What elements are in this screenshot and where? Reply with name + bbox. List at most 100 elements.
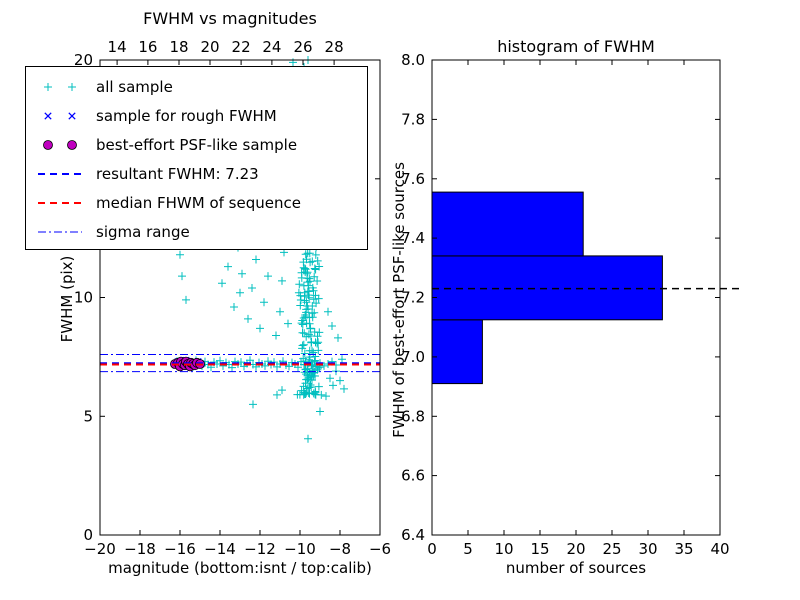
left-top-xtick-label: 26 xyxy=(293,38,312,56)
all-sample-point xyxy=(300,292,309,301)
all-sample-point xyxy=(320,361,328,370)
all-sample-point xyxy=(304,330,313,339)
all-sample-point xyxy=(295,280,304,289)
all-sample-point xyxy=(314,382,323,391)
all-sample-point xyxy=(322,392,330,401)
all-sample-point xyxy=(311,388,320,397)
all-sample-point xyxy=(316,407,324,416)
left-plot-xlabel: magnitude (bottom:isnt / top:calib) xyxy=(108,559,372,577)
all-sample-point xyxy=(230,303,238,311)
all-sample-point xyxy=(310,308,319,317)
all-sample-point xyxy=(303,375,312,384)
all-sample-point xyxy=(300,349,309,358)
left-plot: −20 −18 −16 −14 −12 −10 −8 −6 14 16 18 20 22 24 26 28 0 5… xyxy=(74,38,391,558)
all-sample-point xyxy=(299,340,308,349)
all-sample-point xyxy=(311,338,320,347)
right-ytick-label: 7.2 xyxy=(401,289,425,307)
legend-entry: all sample xyxy=(26,72,367,101)
all-sample-point xyxy=(260,298,268,307)
all-sample-point xyxy=(308,283,317,292)
all-sample-point xyxy=(256,324,264,333)
right-xtick-label: 40 xyxy=(710,540,729,558)
right-ytick-label: 6.4 xyxy=(401,526,425,544)
all-sample-point xyxy=(252,255,260,264)
all-sample-point xyxy=(300,368,309,377)
all-sample-point xyxy=(296,301,305,310)
left-top-xtick-label: 22 xyxy=(232,38,251,56)
all-sample-point xyxy=(304,281,313,290)
right-xtick-label: 10 xyxy=(494,540,513,558)
left-xtick-label: −16 xyxy=(164,540,196,558)
all-sample-point xyxy=(310,272,319,281)
left-xtick-label: −20 xyxy=(84,540,116,558)
right-ytick-label: 7.6 xyxy=(401,170,425,188)
all-sample-point xyxy=(311,372,319,380)
all-sample-point xyxy=(178,272,186,281)
all-sample-point xyxy=(303,278,312,287)
all-sample-point xyxy=(301,311,310,319)
right-ytick-label: 7.8 xyxy=(401,110,425,128)
right-ytick-label: 8.0 xyxy=(401,51,425,69)
right-ytick-label: 6.6 xyxy=(401,467,425,485)
all-sample-point xyxy=(296,296,305,304)
all-sample-point xyxy=(328,322,336,330)
legend-dashed-icon xyxy=(38,172,82,175)
left-ytick-label: 5 xyxy=(83,407,93,425)
all-sample-point xyxy=(311,250,320,259)
left-top-xtick-label: 20 xyxy=(200,38,219,56)
left-xtick-label: −14 xyxy=(204,540,236,558)
all-sample-point xyxy=(261,361,269,370)
left-top-xtick-label: 24 xyxy=(262,38,281,56)
all-sample-point xyxy=(315,262,324,271)
right-plot: 0 5 10 15 20 25 30 35 40 6.4 6.6 6.8 7.0 7.2 7.4 7.6 7.8… xyxy=(401,51,740,558)
all-sample-point xyxy=(338,355,346,364)
legend-entry: median FHWM of sequence xyxy=(26,188,367,217)
all-sample-point xyxy=(310,264,319,273)
all-sample-point xyxy=(302,298,311,307)
all-sample-point xyxy=(304,305,313,313)
left-xtick-label: −8 xyxy=(329,540,351,558)
legend-x-icon xyxy=(44,111,76,120)
legend-entry-label: resultant FWHM: 7.23 xyxy=(96,164,259,183)
all-sample-point xyxy=(313,339,322,348)
all-sample-point xyxy=(329,381,337,390)
left-ytick-label: 20 xyxy=(74,51,93,69)
legend-entry-label: median FHWM of sequence xyxy=(96,193,301,212)
all-sample-point xyxy=(301,268,310,277)
legend-circle-icon xyxy=(43,139,77,150)
all-sample-point xyxy=(273,390,281,399)
all-sample-point xyxy=(305,319,314,328)
right-xtick-label: 30 xyxy=(638,540,657,558)
right-xtick-label: 35 xyxy=(674,540,693,558)
all-sample-point xyxy=(249,400,257,409)
legend: all sample sample for rough FWHM best-effo… xyxy=(25,66,368,250)
legend-entry-label: all sample xyxy=(96,77,173,96)
legend-dashdot-icon xyxy=(38,231,82,232)
right-ytick-label: 6.8 xyxy=(401,407,425,425)
right-ytick-label: 7.0 xyxy=(401,348,425,366)
all-sample-point xyxy=(238,269,246,278)
legend-plus-icon xyxy=(44,82,76,91)
all-sample-point xyxy=(324,307,332,316)
all-sample-point xyxy=(295,390,304,399)
all-sample-point xyxy=(176,250,184,259)
all-sample-point xyxy=(294,288,303,297)
all-sample-point xyxy=(248,284,256,292)
legend-entry-label: best-effort PSF-like sample xyxy=(96,135,298,154)
all-sample-point xyxy=(278,276,286,285)
right-xtick-label: 5 xyxy=(463,540,473,558)
all-sample-point xyxy=(299,354,308,363)
histogram-bar xyxy=(431,191,584,257)
all-sample-point xyxy=(236,288,244,297)
plus-glyph xyxy=(68,82,76,91)
left-xtick-label: −6 xyxy=(369,540,391,558)
all-sample-point xyxy=(311,291,320,300)
x-glyph xyxy=(68,111,76,120)
legend-entry: best-effort PSF-like sample xyxy=(26,130,367,159)
all-sample-point xyxy=(237,358,245,367)
all-sample-point xyxy=(307,383,316,391)
legend-dashed-icon xyxy=(38,201,82,204)
legend-entry-label: sigma range xyxy=(96,222,190,241)
